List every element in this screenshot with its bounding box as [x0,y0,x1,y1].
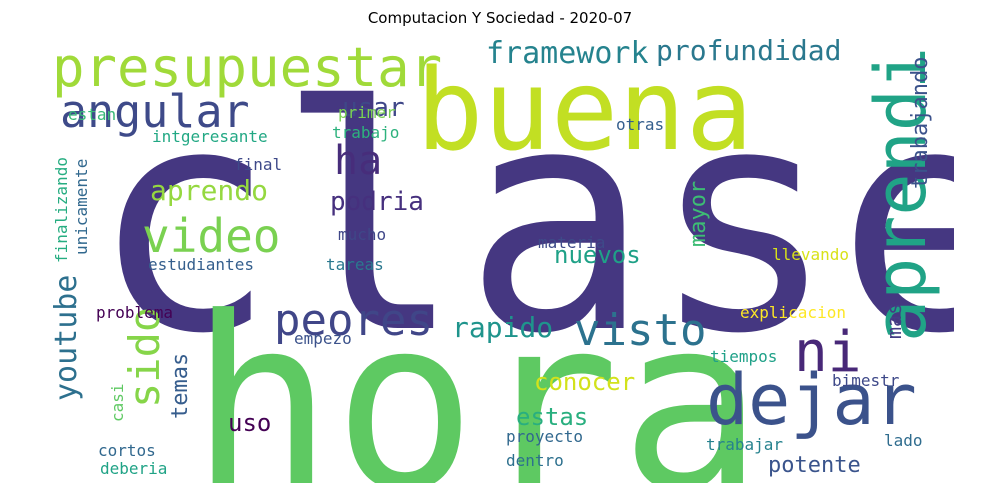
word-hora: hora [190,267,764,484]
word-mayor: mayor [686,180,711,247]
word-tiempos: tiempos [710,347,778,366]
word-ni: ni [794,320,862,385]
word-dentro: dentro [506,451,564,470]
word-podria: podria [330,187,424,217]
word-deberia: deberia [100,459,168,478]
word-presupuestar: presupuestar [52,37,443,99]
word-otras: otras [616,115,665,134]
word-rapido: rapido [452,311,554,344]
word-materia: materia [538,233,606,252]
word-proyecto: proyecto [506,427,584,446]
word-llevando: llevando [772,245,850,264]
word-temas: temas [168,352,193,419]
word-bimestr: bimestr [832,371,900,390]
word-final: final [234,155,283,174]
word-trabajando: trabajando [908,56,933,189]
word-lado: lado [884,431,923,450]
word-empezo: empezo [294,329,352,348]
word-casi: casi [108,383,127,422]
word-cortos: cortos [98,441,156,460]
word-usar: usar [342,93,405,123]
word-peores: peores [274,295,433,346]
word-finalizando: finalizando [52,157,71,263]
word-youtube: youtube [49,274,84,401]
word-estudiantes: estudiantes [148,255,254,274]
word-trabajo: trabajo [332,123,400,142]
word-intgeresante: intgeresante [152,127,268,146]
chart-title: Computacion Y Sociedad - 2020-07 [367,9,633,27]
word-sido: sido [120,306,169,408]
word-trabajar: trabajar [706,435,784,454]
word-dejar: dejar [706,359,917,441]
word-estas: estas [516,403,589,431]
word-problema: problema [96,303,174,322]
word-explicacion: explicacion [740,303,846,322]
word-potente: potente [768,453,861,478]
word-profundidad: profundidad [656,37,842,67]
word-tareas: tareas [326,255,384,274]
word-framework: framework [486,37,649,71]
word-nuevos: nuevos [554,241,641,269]
word-ha: ha [334,138,383,184]
word-unicamente: unicamente [72,158,91,255]
word-angular: angular [60,85,250,138]
word-clase: clase [90,41,954,402]
word-mucho: mucho [338,225,387,244]
word-cloud: clase hora buena aprendi presupuestar dejar an… [46,37,954,483]
word-video: video [142,209,281,263]
word-aprendo: aprendo [150,174,269,207]
word-buena: buena [416,46,754,176]
word-uso: uso [228,409,272,437]
word-conocer: conocer [534,368,636,396]
word-mas: mas [882,302,906,339]
word-estan: estan [68,105,117,124]
word-primer: primer [338,103,396,122]
word-visto: visto [574,305,707,356]
